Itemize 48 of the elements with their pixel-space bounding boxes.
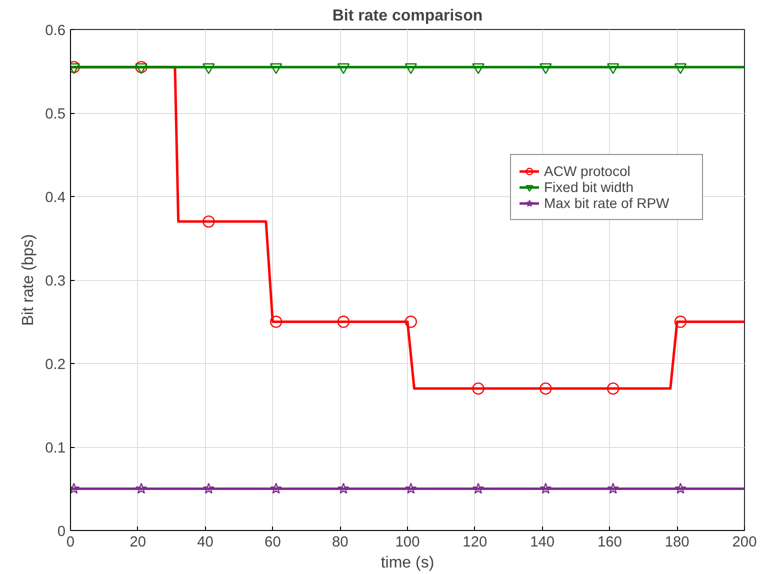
point <box>337 316 350 328</box>
point <box>674 316 687 328</box>
point <box>270 316 282 328</box>
y-tick-label: 0.6 <box>45 23 66 39</box>
y-tick-label: 0.3 <box>45 274 66 290</box>
x-tick-label: 20 <box>130 534 146 550</box>
point <box>472 482 484 494</box>
point <box>540 482 552 494</box>
point <box>607 482 619 494</box>
y-tick-label: 0.5 <box>45 106 66 122</box>
x-tick-label: 200 <box>732 534 757 550</box>
x-tick-label: 140 <box>530 534 555 550</box>
y-tick-label: 0.4 <box>45 190 66 206</box>
point <box>540 382 552 395</box>
point <box>404 316 417 328</box>
x-tick-label: 100 <box>395 534 420 550</box>
point <box>540 63 552 74</box>
point <box>338 482 350 494</box>
x-tick-label: 160 <box>597 534 622 550</box>
y-tick-label: 0.1 <box>45 440 66 456</box>
point <box>270 63 282 74</box>
y-tick-label: 0 <box>57 524 66 540</box>
point <box>674 482 686 494</box>
point <box>202 482 214 494</box>
x-tick-label: 120 <box>462 534 488 550</box>
point <box>606 63 620 74</box>
point <box>270 482 282 494</box>
chart-title: Bit rate comparison <box>332 8 483 24</box>
x-axis-title: time (s) <box>380 554 434 572</box>
x-tick-label: 80 <box>332 534 348 550</box>
y-tick-label: 0.2 <box>45 357 66 373</box>
x-tick-label: 180 <box>664 534 690 550</box>
point <box>202 215 215 228</box>
x-tick-label: 60 <box>264 534 281 550</box>
x-tick-label: 40 <box>197 534 214 550</box>
point <box>472 382 484 395</box>
point <box>202 63 215 74</box>
point <box>606 382 620 395</box>
legend-label: Max bit rate of RPW <box>544 195 670 211</box>
legend-label: ACW protocol <box>544 163 632 179</box>
point <box>404 63 417 74</box>
point <box>405 482 417 494</box>
point <box>337 63 350 74</box>
point <box>674 63 687 74</box>
legend-label: Fixed bit width <box>544 179 634 195</box>
y-axis-title: Bit rate (bps) <box>20 234 38 326</box>
point <box>472 63 484 74</box>
point <box>135 482 148 494</box>
